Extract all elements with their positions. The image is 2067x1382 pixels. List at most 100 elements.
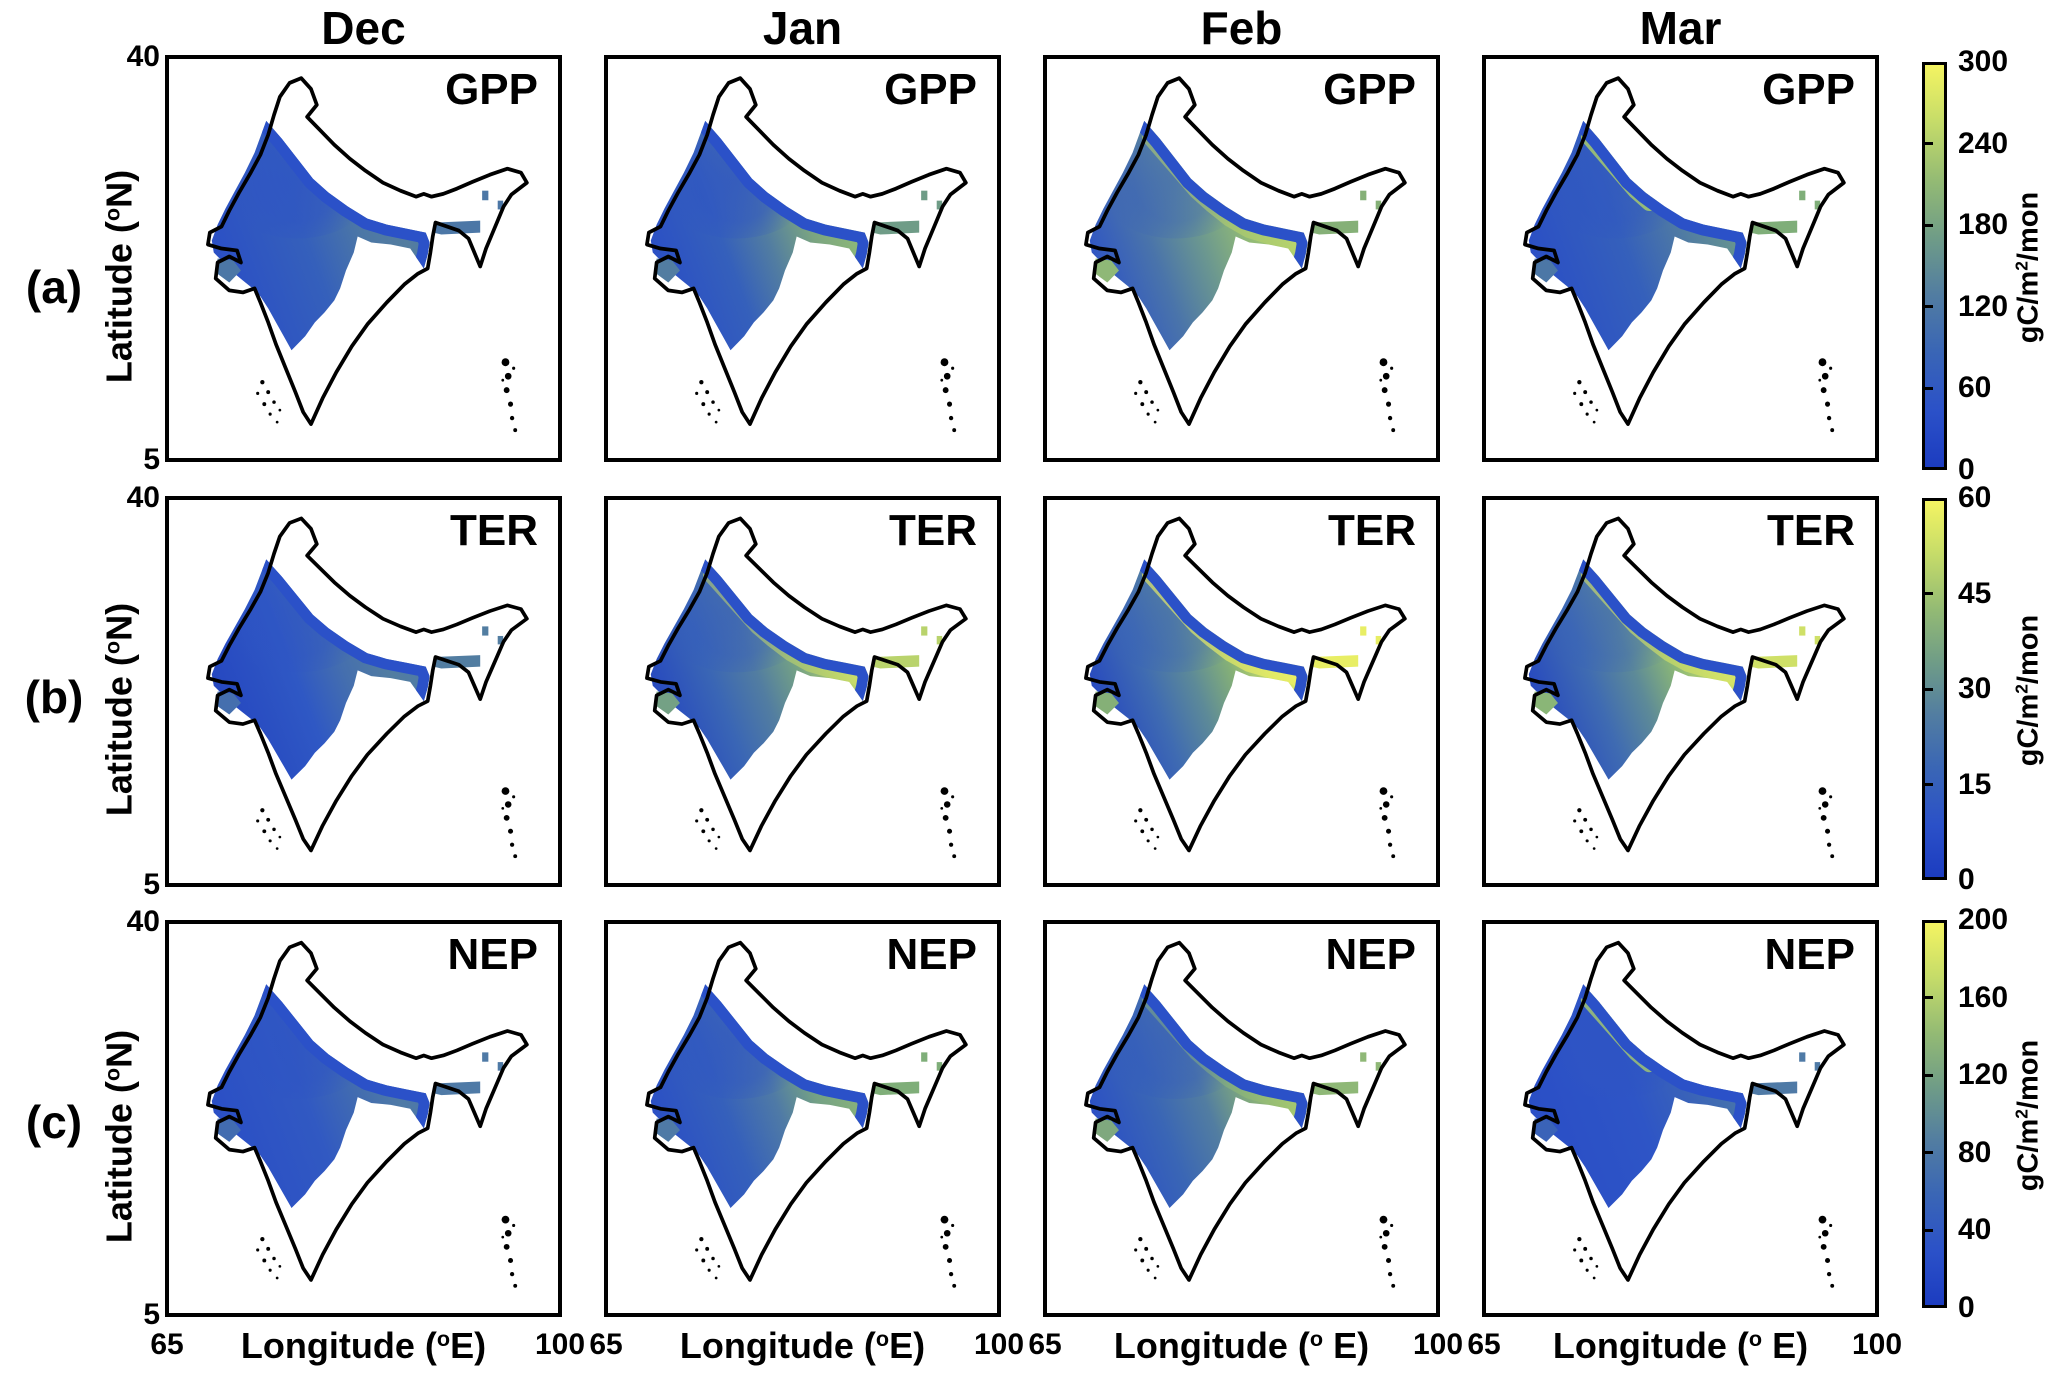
- variable-label-gpp: GPP: [884, 65, 977, 114]
- kathiawar-data-patch: [215, 1118, 241, 1142]
- column-title-jan: Jan: [762, 2, 843, 54]
- india-outline: [645, 76, 968, 426]
- y-tick-5: 5: [143, 1298, 160, 1331]
- label-text: E): [1323, 1325, 1370, 1366]
- label-text: N): [98, 1029, 140, 1068]
- variable-label-nep: NEP: [447, 930, 538, 979]
- ne-data-speck: [482, 190, 489, 201]
- india-map-gpp-feb: [1084, 76, 1407, 433]
- ne-data-speck: [936, 635, 943, 645]
- ne-data-speck: [1799, 1052, 1806, 1062]
- y-axis-label: Latitude (oN): [98, 509, 145, 909]
- variable-label-ter: TER: [1328, 506, 1416, 555]
- map-panel-ter-feb: TER: [1043, 496, 1440, 887]
- island-dots: [256, 1215, 518, 1288]
- label-text: /mon: [2012, 191, 2045, 262]
- label-text: N): [98, 602, 140, 641]
- ne-data-speck: [936, 1062, 943, 1071]
- colorbar-tick-15: 15: [1958, 767, 1992, 801]
- colorbar-unit-gpp: gC/m2/mon: [2011, 118, 2047, 418]
- ne-data-speck: [1814, 200, 1821, 210]
- india-outline: [1523, 516, 1846, 853]
- x-tick-100: 100: [973, 1328, 1025, 1361]
- degree-superscript: o: [99, 207, 125, 221]
- kathiawar-data-patch: [1093, 691, 1119, 715]
- island-dots: [695, 1215, 957, 1288]
- india-outline: [1084, 940, 1407, 1282]
- label-text: Longitude (: [1113, 1325, 1310, 1366]
- row-label-a: (a): [25, 261, 83, 313]
- colorbar-tick-120: 120: [1958, 289, 2009, 323]
- map-panel-ter-jan: TER: [604, 496, 1001, 887]
- degree-superscript: 2: [2011, 1109, 2032, 1119]
- island-dots: [1134, 358, 1396, 433]
- variable-label-gpp: GPP: [445, 65, 538, 114]
- colorbar-tick-120: 120: [1958, 1058, 2009, 1092]
- colorbar-unit-nep: gC/m2/mon: [2011, 966, 2047, 1266]
- variable-label-gpp: GPP: [1762, 65, 1855, 114]
- variable-label-gpp: GPP: [1323, 65, 1416, 114]
- map-panel-gpp-dec: GPP: [165, 55, 562, 462]
- x-tick-65: 65: [589, 1328, 623, 1361]
- india-map-gpp-jan: [645, 76, 968, 433]
- x-tick-100: 100: [1412, 1328, 1464, 1361]
- column-title-mar: Mar: [1639, 2, 1722, 54]
- india-map-nep-feb: [1084, 940, 1407, 1288]
- y-axis-label: Latitude (oN): [99, 76, 145, 476]
- label-text: Latitude (: [98, 1080, 140, 1243]
- colorbar-tick-mark: [1925, 1151, 1933, 1155]
- india-outline: [1084, 76, 1407, 426]
- map-panel-nep-feb: NEP: [1043, 920, 1440, 1317]
- label-text: /mon: [2012, 1039, 2045, 1110]
- map-panel-nep-dec: NEP: [165, 920, 562, 1317]
- ne-data-speck: [1375, 200, 1382, 210]
- ne-data-speck: [482, 626, 489, 636]
- ne-data-speck: [497, 200, 504, 210]
- india-map-gpp-mar: [1523, 76, 1846, 433]
- label-text: gC/m: [2012, 270, 2045, 344]
- colorbar-tick-mark: [1925, 223, 1933, 227]
- degree-superscript: o: [1309, 1326, 1324, 1352]
- ne-data-speck: [482, 1052, 489, 1062]
- column-title-feb: Feb: [1200, 2, 1283, 54]
- colorbar-tick-mark: [1925, 687, 1933, 691]
- label-text: /mon: [2012, 614, 2045, 685]
- label-text: E): [1762, 1325, 1809, 1366]
- ne-data-speck: [497, 635, 504, 645]
- colorbar-tick-mark: [1925, 1073, 1933, 1077]
- map-panel-gpp-jan: GPP: [604, 55, 1001, 462]
- colorbar-tick-0: 0: [1958, 1291, 1975, 1324]
- himalaya-edge-blue-band: [694, 559, 869, 712]
- ne-data-speck: [1360, 1052, 1367, 1062]
- colorbar-tick-30: 30: [1958, 672, 1992, 705]
- colorbar-tick-240: 240: [1958, 126, 2009, 160]
- x-tick-100: 100: [1851, 1328, 1903, 1361]
- kathiawar-data-patch: [654, 1118, 680, 1142]
- y-tick-5: 5: [143, 868, 160, 901]
- himalaya-edge-blue-band: [255, 559, 430, 712]
- india-outline: [206, 940, 529, 1282]
- colorbar-tick-60: 60: [1958, 371, 1992, 405]
- colorbar-tick-mark: [1925, 996, 1933, 1000]
- degree-superscript: o: [1748, 1326, 1763, 1352]
- ne-data-speck: [1814, 1062, 1821, 1071]
- map-panel-gpp-mar: GPP: [1482, 55, 1879, 462]
- himalaya-edge-blue-band: [1133, 559, 1308, 712]
- colorbar-tick-mark: [1925, 142, 1933, 146]
- label-text: E): [889, 1325, 926, 1366]
- x-axis-label: Longitude (oE): [207, 1326, 520, 1371]
- kathiawar-data-patch: [654, 691, 680, 715]
- ne-data-speck: [1375, 1062, 1382, 1071]
- row-label-b: (b): [24, 671, 84, 723]
- island-dots: [256, 787, 518, 859]
- degree-superscript: 2: [2011, 261, 2032, 271]
- y-tick-40: 40: [126, 481, 160, 514]
- map-panel-ter-mar: TER: [1482, 496, 1879, 887]
- india-outline: [645, 940, 968, 1282]
- island-dots: [1573, 787, 1835, 859]
- kathiawar-data-patch: [1532, 1118, 1558, 1142]
- map-panel-ter-dec: TER: [165, 496, 562, 887]
- india-map-gpp-dec: [206, 76, 529, 433]
- ne-data-speck: [497, 1062, 504, 1071]
